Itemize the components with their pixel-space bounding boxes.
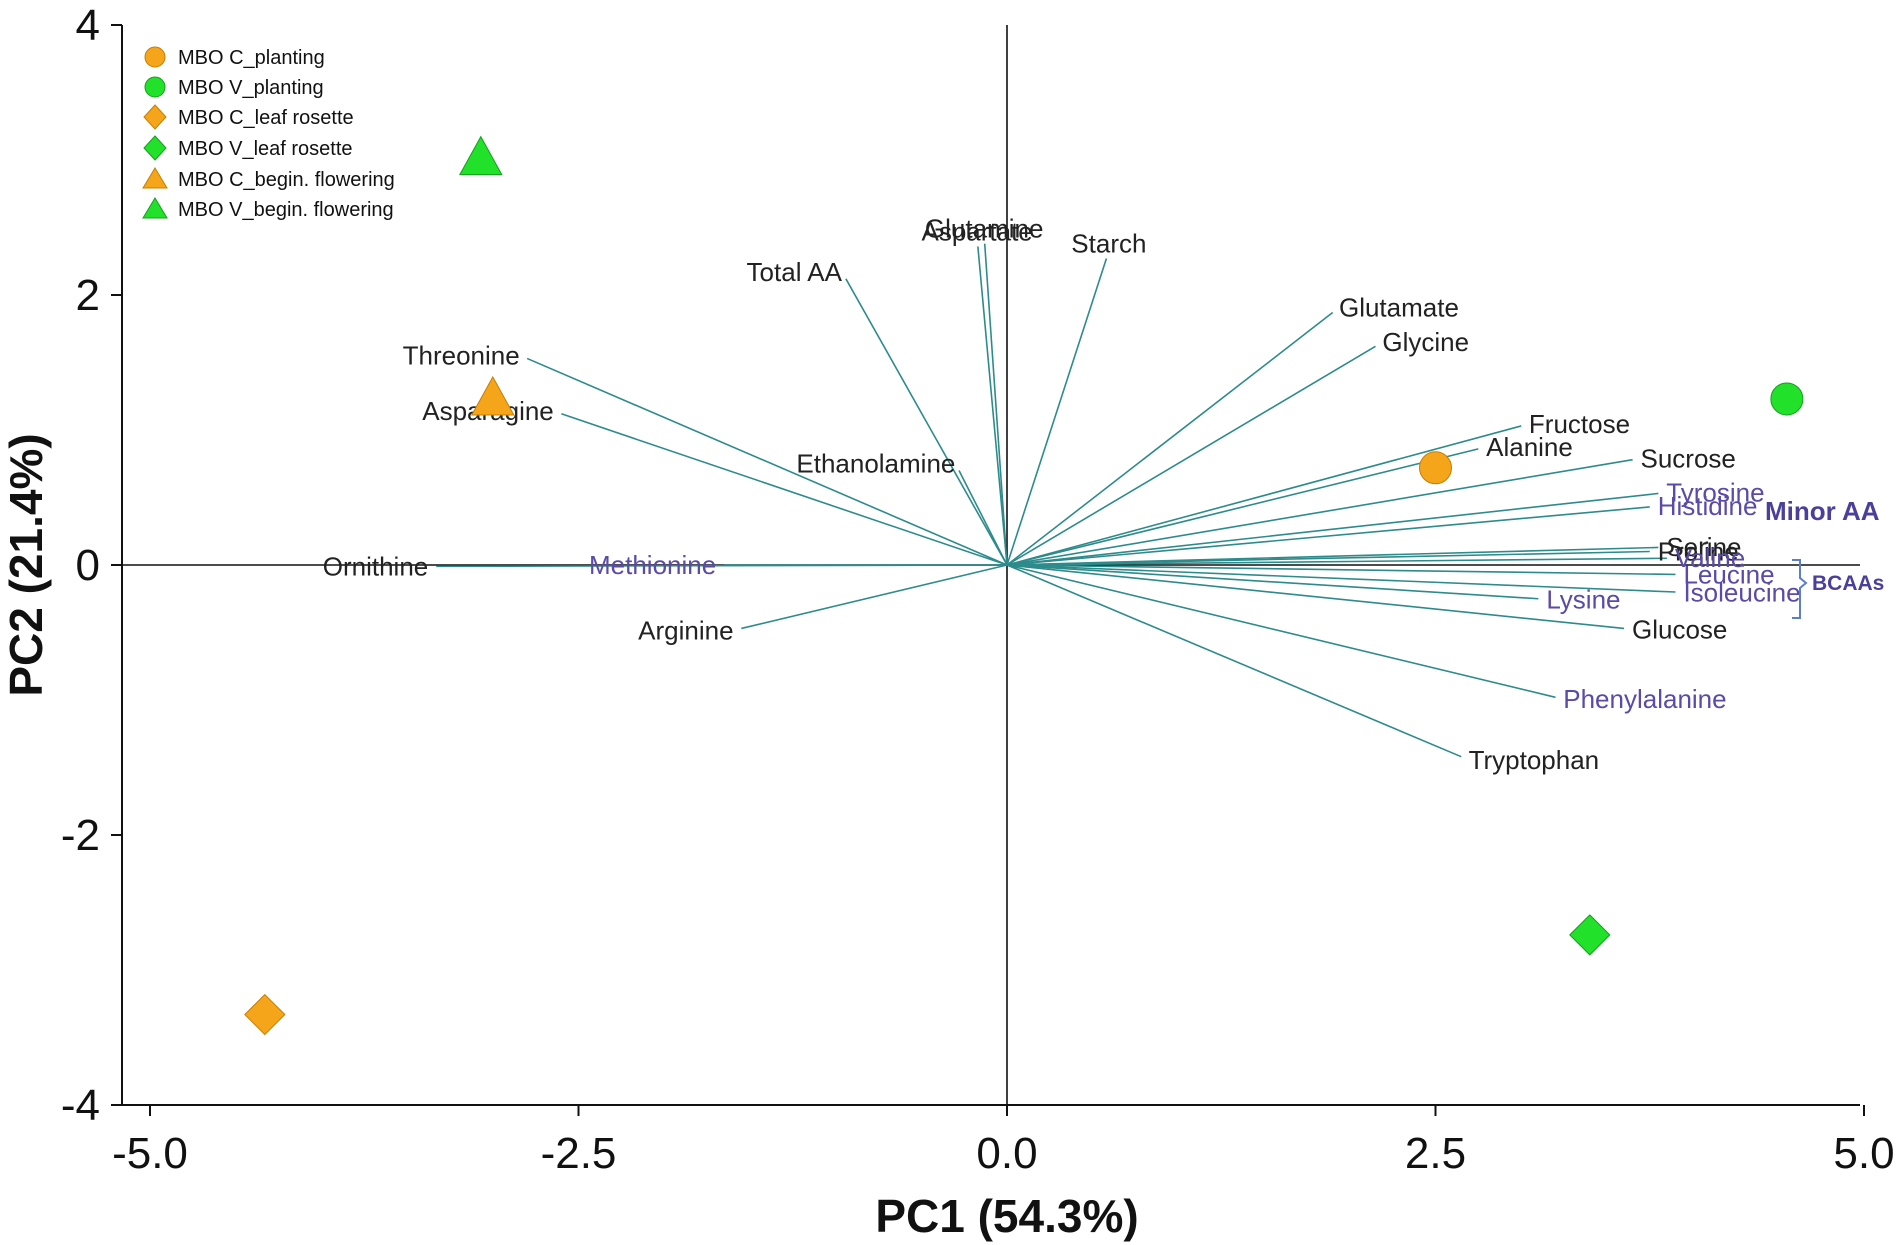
loading-vector	[561, 413, 1008, 566]
loading-label: Ornithine	[323, 551, 429, 581]
loading-label: Aspartate	[921, 216, 1032, 246]
legend-marker-triangle-green	[142, 197, 168, 219]
loading-vector	[1006, 345, 1376, 566]
legend-entry: MBO V_begin. flowering	[178, 199, 394, 221]
legend-entry: MBO C_leaf rosette	[178, 107, 354, 129]
legend-entry: MBO C_planting	[178, 47, 325, 69]
score-point	[244, 993, 286, 1036]
loading-vector	[845, 278, 1008, 566]
loading-vector	[1006, 506, 1650, 566]
loading-vector	[526, 357, 1008, 566]
y-tick-label: 4	[76, 1, 100, 50]
loading-vector	[1006, 311, 1334, 566]
legend: MBO C_planting MBO V_planting MBO C_leaf…	[142, 46, 395, 221]
loading-vector	[977, 246, 1008, 566]
loading-label: Methionine	[589, 550, 716, 580]
loading-label: Alanine	[1486, 432, 1573, 462]
loading-label: Glucose	[1632, 614, 1727, 644]
loading-label: Ethanolamine	[796, 448, 955, 478]
loading-label: Sucrose	[1640, 443, 1735, 473]
loading-vector	[1006, 448, 1479, 566]
legend-entry: MBO V_planting	[178, 77, 324, 99]
loading-vector	[1006, 492, 1659, 566]
y-tick-label: 0	[76, 541, 100, 590]
score-point	[1569, 914, 1611, 956]
loading-vector	[1006, 564, 1556, 699]
loading-label: Glutamine	[925, 214, 1044, 244]
minor-aa-label: Minor AA	[1765, 496, 1880, 526]
loading-label: Threonine	[403, 340, 520, 370]
loading-vector	[436, 564, 1008, 568]
loading-label: Proline	[1658, 536, 1739, 566]
score-point	[1770, 382, 1804, 416]
loading-label: Tryptophan	[1469, 745, 1600, 775]
y-tick-label: -2	[61, 811, 100, 860]
legend-marker-triangle-orange	[142, 167, 168, 189]
score-point	[458, 135, 503, 176]
loading-label: Isoleucine	[1683, 577, 1800, 607]
loading-vector	[1006, 557, 1667, 566]
score-point	[470, 375, 515, 416]
x-tick-label: 2.5	[1405, 1129, 1466, 1178]
y-tick-label: -4	[61, 1081, 100, 1130]
loading-vector	[1006, 564, 1676, 576]
loading-label: Leucine	[1683, 560, 1774, 590]
legend-marker-circle-orange	[144, 46, 166, 68]
x-axis-title: PC1 (54.3%)	[875, 1190, 1138, 1242]
loading-label: Glutamate	[1339, 293, 1459, 323]
y-axis-title: PC2 (21.4%)	[0, 433, 52, 696]
loading-label: Lysine	[1546, 584, 1620, 614]
loading-label: Tyrosine	[1666, 478, 1764, 508]
legend-marker-circle-green	[144, 76, 166, 98]
legend-entry: MBO V_leaf rosette	[178, 138, 353, 160]
loading-vector	[1006, 458, 1633, 566]
loading-vector	[741, 564, 1008, 630]
loading-vector	[958, 470, 1008, 566]
legend-entry: MBO C_begin. flowering	[178, 169, 395, 191]
loading-vector	[1006, 258, 1108, 566]
bcaas-label: BCAAs	[1812, 572, 1884, 595]
loading-vector	[983, 243, 1008, 566]
loading-label: Total AA	[747, 257, 843, 287]
legend-marker-diamond-orange	[143, 104, 167, 130]
loading-label: Histidine	[1658, 491, 1758, 521]
loading-label: Valine	[1675, 543, 1745, 573]
loading-label: Glycine	[1382, 327, 1469, 357]
loading-label: Phenylalanine	[1563, 684, 1726, 714]
loading-vector	[1006, 425, 1522, 566]
loading-vector	[1006, 564, 1462, 758]
x-tick-label: 5.0	[1833, 1129, 1894, 1178]
loading-label: Arginine	[638, 615, 733, 645]
bcaas-bracket	[1792, 559, 1808, 619]
loading-label: Fructose	[1529, 409, 1630, 439]
loading-vector	[1006, 564, 1625, 630]
x-tick-label: -5.0	[112, 1129, 188, 1178]
y-tick-label: 2	[76, 271, 100, 320]
loading-label: Serine	[1666, 532, 1741, 562]
loading-vector	[1006, 546, 1659, 566]
legend-marker-diamond-green	[143, 135, 167, 161]
x-tick-label: 0.0	[976, 1129, 1037, 1178]
loading-vector	[1006, 564, 1676, 593]
loading-label: Starch	[1071, 229, 1146, 259]
loading-vector	[1006, 564, 1539, 600]
score-point	[1419, 451, 1452, 485]
x-tick-label: -2.5	[541, 1129, 617, 1178]
